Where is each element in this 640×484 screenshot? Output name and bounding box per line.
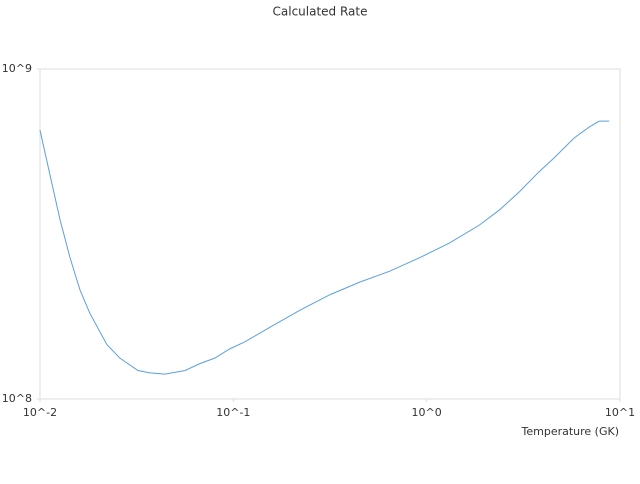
line-series (39, 120, 610, 375)
y-tick-label: 10^9 (2, 62, 32, 75)
x-tick-label: 10^-1 (216, 406, 250, 419)
x-tick-label: 10^-2 (23, 406, 57, 419)
x-axis-label: Temperature (GK) (521, 425, 620, 438)
y-tick-label: 10^8 (2, 392, 32, 405)
x-tick-label: 10^1 (605, 406, 635, 419)
plot-frame (39, 68, 621, 400)
chart-title: Calculated Rate (273, 5, 368, 19)
x-tick-label: 10^0 (412, 406, 442, 419)
